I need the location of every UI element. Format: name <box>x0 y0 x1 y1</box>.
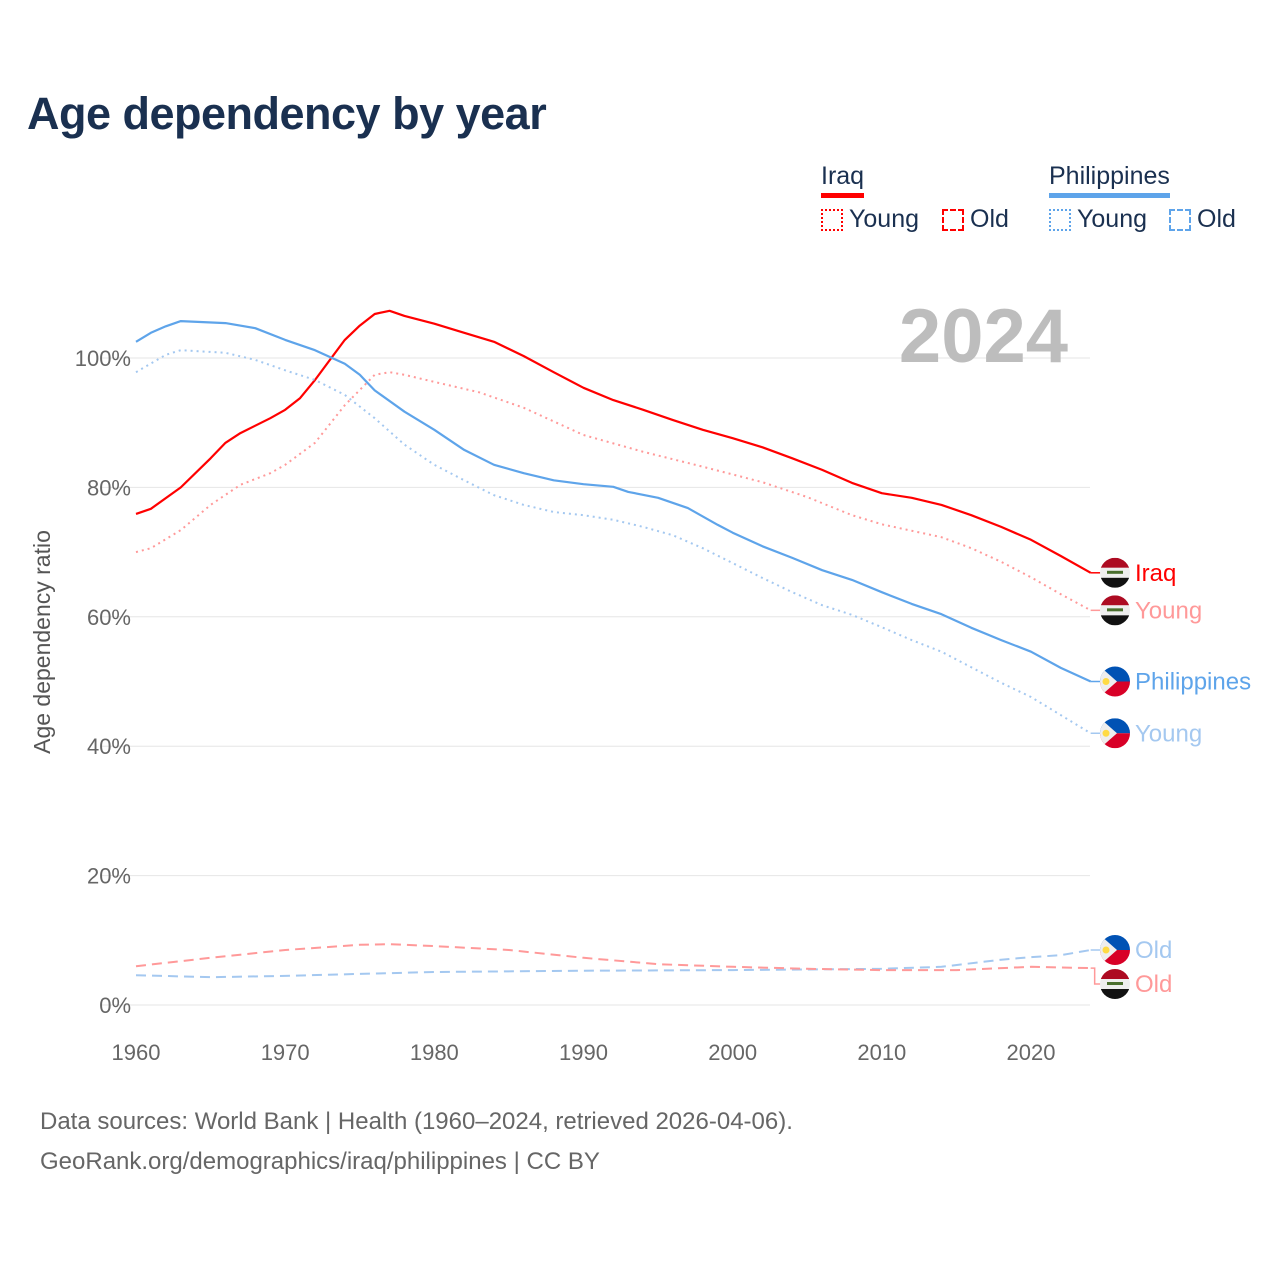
year-label: 2024 <box>899 294 1068 379</box>
flag-sun <box>1102 678 1110 685</box>
flag-sun <box>1102 729 1110 737</box>
legend-label: Old <box>1197 205 1236 233</box>
flag-script <box>1107 982 1123 986</box>
flag-body <box>1100 595 1130 626</box>
flag-body <box>1100 935 1130 966</box>
flag-stripe <box>1100 615 1130 626</box>
end-label-philippines: Philippines <box>1135 669 1251 696</box>
iraq-flag-icon <box>1100 557 1130 588</box>
y-axis-label: Age dependency ratio <box>29 530 55 754</box>
y-tick-label: 80% <box>87 475 131 500</box>
chart-title: Age dependency by year <box>27 88 547 139</box>
flag-stripe <box>1100 989 1130 1000</box>
label-connector <box>1090 967 1101 985</box>
y-tick-label: 20% <box>87 864 131 889</box>
flag-body <box>1100 718 1130 749</box>
philippines-flag-icon <box>1100 718 1130 749</box>
y-tick-label: 60% <box>87 605 131 630</box>
y-tick-label: 100% <box>75 346 131 371</box>
end-label-iraq-old: Old <box>1135 971 1172 998</box>
flag-body <box>1100 666 1130 697</box>
end-label-philippines-young: Young <box>1135 720 1202 747</box>
legend-philippines-young[interactable]: Young <box>1049 205 1147 234</box>
dashed-swatch-icon <box>1169 208 1191 231</box>
series-line-philippines <box>135 320 1092 683</box>
series-line-philippines-young <box>135 349 1092 735</box>
series-line-iraq-young <box>135 371 1092 612</box>
flag-stripe <box>1100 577 1130 588</box>
footer-link[interactable]: GeoRank.org/demographics/iraq/philippine… <box>40 1148 600 1175</box>
footer-sources: Data sources: World Bank | Health (1960–… <box>40 1108 793 1135</box>
end-label-iraq: Iraq <box>1135 560 1176 587</box>
flag-sun <box>1102 946 1110 954</box>
dotted-swatch-icon <box>821 208 843 231</box>
y-tick-label: 40% <box>87 734 131 759</box>
iraq-flag-icon <box>1100 595 1130 626</box>
x-tick-label: 1990 <box>559 1040 608 1065</box>
flag-body <box>1100 969 1130 1000</box>
end-label-iraq-young: Young <box>1135 597 1202 624</box>
dashed-swatch-icon <box>942 208 964 231</box>
legend-iraq[interactable]: Iraq <box>821 162 865 198</box>
flag-script <box>1107 608 1123 612</box>
dotted-swatch-icon <box>1049 208 1071 231</box>
legend-iraq-old[interactable]: Old <box>942 205 1009 234</box>
flag-stripe <box>1100 557 1130 568</box>
legend-iraq-young[interactable]: Young <box>821 205 919 234</box>
flag-stripe <box>1100 595 1130 606</box>
legend-label: Old <box>970 205 1009 233</box>
flag-body <box>1100 557 1130 588</box>
x-tick-label: 1960 <box>112 1040 161 1065</box>
legend-philippines-old[interactable]: Old <box>1169 205 1236 234</box>
end-label-philippines-old: Old <box>1135 937 1172 964</box>
philippines-flag-icon <box>1100 666 1130 697</box>
x-tick-label: 1980 <box>410 1040 459 1065</box>
series-line-philippines-old <box>135 949 1091 979</box>
x-tick-label: 1970 <box>261 1040 310 1065</box>
x-tick-label: 2000 <box>708 1040 757 1065</box>
legend-label: Young <box>1077 205 1147 233</box>
series-line-iraq <box>135 309 1092 574</box>
series-line-iraq-old <box>135 943 1091 972</box>
legend-label: Young <box>849 205 919 233</box>
y-tick-label: 0% <box>99 993 131 1018</box>
flag-script <box>1107 570 1123 574</box>
philippines-flag-icon <box>1100 935 1130 966</box>
flag-stripe <box>1100 969 1130 980</box>
x-tick-label: 2020 <box>1007 1040 1056 1065</box>
x-tick-label: 2010 <box>857 1040 906 1065</box>
legend-philippines[interactable]: Philippines <box>1049 162 1170 198</box>
iraq-flag-icon <box>1100 969 1130 1000</box>
